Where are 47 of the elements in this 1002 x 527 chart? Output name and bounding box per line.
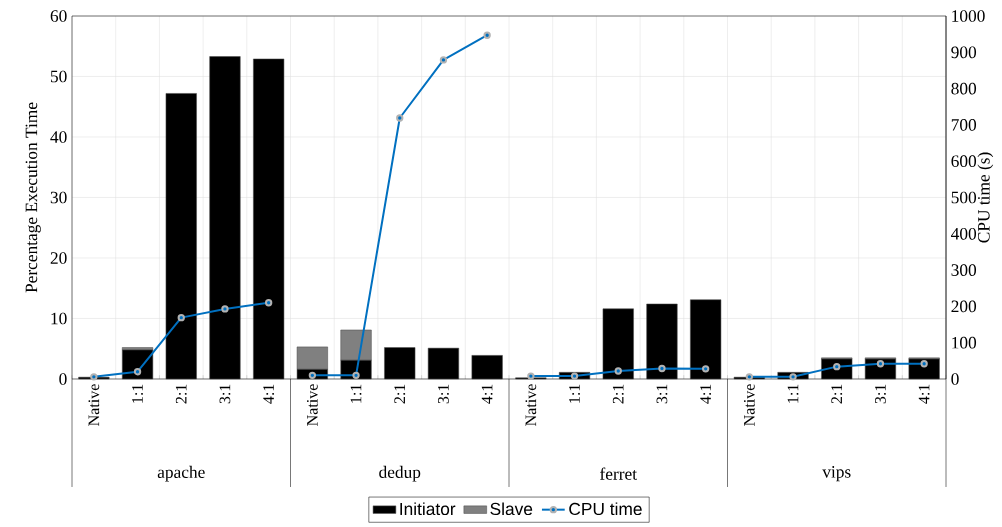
x-tick-label: Native: [743, 384, 755, 426]
y2-tick-label: 1000: [952, 10, 985, 22]
y2-tick-label: 100: [952, 336, 977, 349]
y2-tick-label: 500: [951, 191, 977, 204]
x-tick-label: Native: [306, 384, 318, 426]
x-tick-label: Native: [525, 384, 537, 426]
x-tick-label: 3:1: [875, 384, 886, 404]
y-tick-label: 30: [50, 191, 67, 204]
y2-tick-label: 700: [951, 119, 977, 131]
x-tick-label: 3:1: [656, 384, 668, 404]
text: apache: [157, 465, 205, 482]
x-tick-label: Native: [88, 384, 100, 426]
y-tick-label: 40: [50, 131, 67, 143]
x-tick-label: 4:1: [700, 384, 712, 404]
x-tick-label: 4:1: [918, 384, 930, 404]
x-tick-label: 4:1: [263, 384, 275, 404]
y2-axis-title: CPU time (s): [977, 152, 994, 243]
y2-tick-label: 600: [951, 155, 977, 168]
text: ferret: [600, 467, 637, 480]
legend-label: CPU time: [569, 502, 642, 516]
y2-tick-label: 400: [951, 227, 977, 240]
y-tick-label: 20: [50, 252, 67, 264]
x-tick-label: 2:1: [612, 384, 624, 404]
y2-tick-label: 300: [951, 264, 977, 276]
x-tick-label: 2:1: [175, 384, 187, 404]
x-tick-label: 2:1: [831, 384, 843, 404]
x-tick-label: 1:1: [569, 384, 580, 403]
x-tick-label: 4:1: [481, 384, 493, 404]
x-tick-label: 1:1: [132, 384, 143, 403]
text: vips: [822, 466, 851, 482]
x-tick-label: 3:1: [219, 384, 231, 404]
y2-tick-label: 200: [951, 300, 977, 313]
x-tick-label: 1:1: [787, 384, 799, 403]
x-tick-label: 2:1: [394, 384, 406, 404]
y2-tick-label: 900: [951, 46, 977, 59]
x-tick-label: 1:1: [350, 384, 362, 403]
y-tick-label: 0: [59, 373, 67, 385]
y2-tick-label: 800: [951, 82, 977, 95]
x-tick-label: 3:1: [438, 384, 449, 404]
y2-tick-label: 0: [951, 373, 959, 385]
y-tick-label: 10: [51, 312, 67, 325]
legend-label: Slave: [490, 502, 533, 516]
y-axis-title: Percentage Execution Time: [25, 102, 41, 293]
y-tick-label: 50: [50, 70, 67, 83]
legend-label: Initiator: [400, 502, 456, 516]
y-tick-label: 60: [50, 10, 67, 22]
text: dedup: [379, 465, 421, 482]
